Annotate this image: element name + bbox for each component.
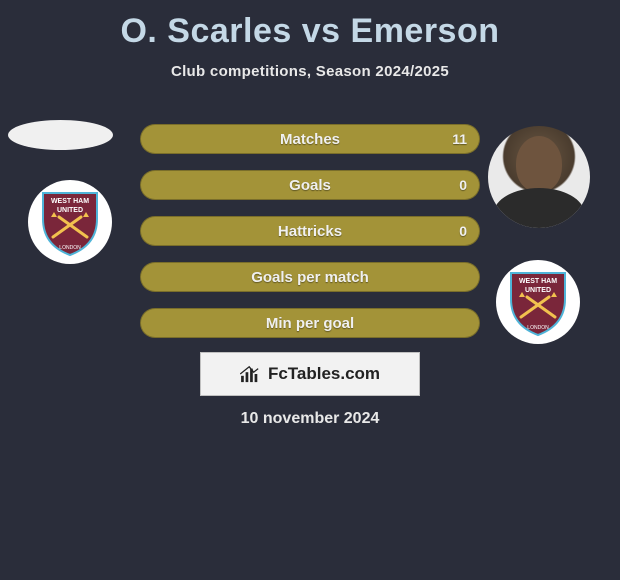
club-badge-left: WEST HAM UNITED LONDON (28, 180, 112, 264)
stat-label: Min per goal (266, 315, 354, 332)
date-line: 10 november 2024 (0, 410, 620, 428)
badge-text-london: LONDON (59, 245, 81, 251)
club-shield-icon: WEST HAM UNITED LONDON (507, 267, 569, 337)
player-left-avatar (8, 120, 113, 150)
stat-row-goals-per-match: Goals per match (140, 262, 480, 292)
stat-right-value: 0 (459, 177, 467, 193)
stat-row-hattricks: Hattricks 0 (140, 216, 480, 246)
brand-label: FcTables.com (268, 364, 380, 384)
badge-text-bottom: UNITED (57, 207, 83, 214)
stat-row-min-per-goal: Min per goal (140, 308, 480, 338)
svg-text:LONDON: LONDON (527, 325, 549, 331)
page-title: O. Scarles vs Emerson (0, 0, 620, 51)
stat-label: Matches (280, 131, 340, 148)
stat-right-value: 11 (452, 131, 467, 147)
avatar-shoulders (494, 188, 584, 228)
stat-label: Goals (289, 177, 331, 194)
stat-row-goals: Goals 0 (140, 170, 480, 200)
brand-box[interactable]: FcTables.com (200, 352, 420, 396)
avatar-head (516, 136, 562, 192)
svg-text:WEST HAM: WEST HAM (519, 278, 557, 285)
stat-label: Goals per match (251, 269, 369, 286)
club-badge-right: WEST HAM UNITED LONDON (496, 260, 580, 344)
subtitle: Club competitions, Season 2024/2025 (0, 63, 620, 80)
badge-text-top: WEST HAM (51, 198, 89, 205)
stat-right-value: 0 (459, 223, 467, 239)
stat-label: Hattricks (278, 223, 342, 240)
stats-container: Matches 11 Goals 0 Hattricks 0 Goals per… (140, 124, 480, 354)
bar-chart-icon (240, 365, 262, 383)
stat-row-matches: Matches 11 (140, 124, 480, 154)
player-right-avatar (488, 126, 590, 228)
svg-text:UNITED: UNITED (525, 287, 551, 294)
club-shield-icon: WEST HAM UNITED LONDON (39, 187, 101, 257)
